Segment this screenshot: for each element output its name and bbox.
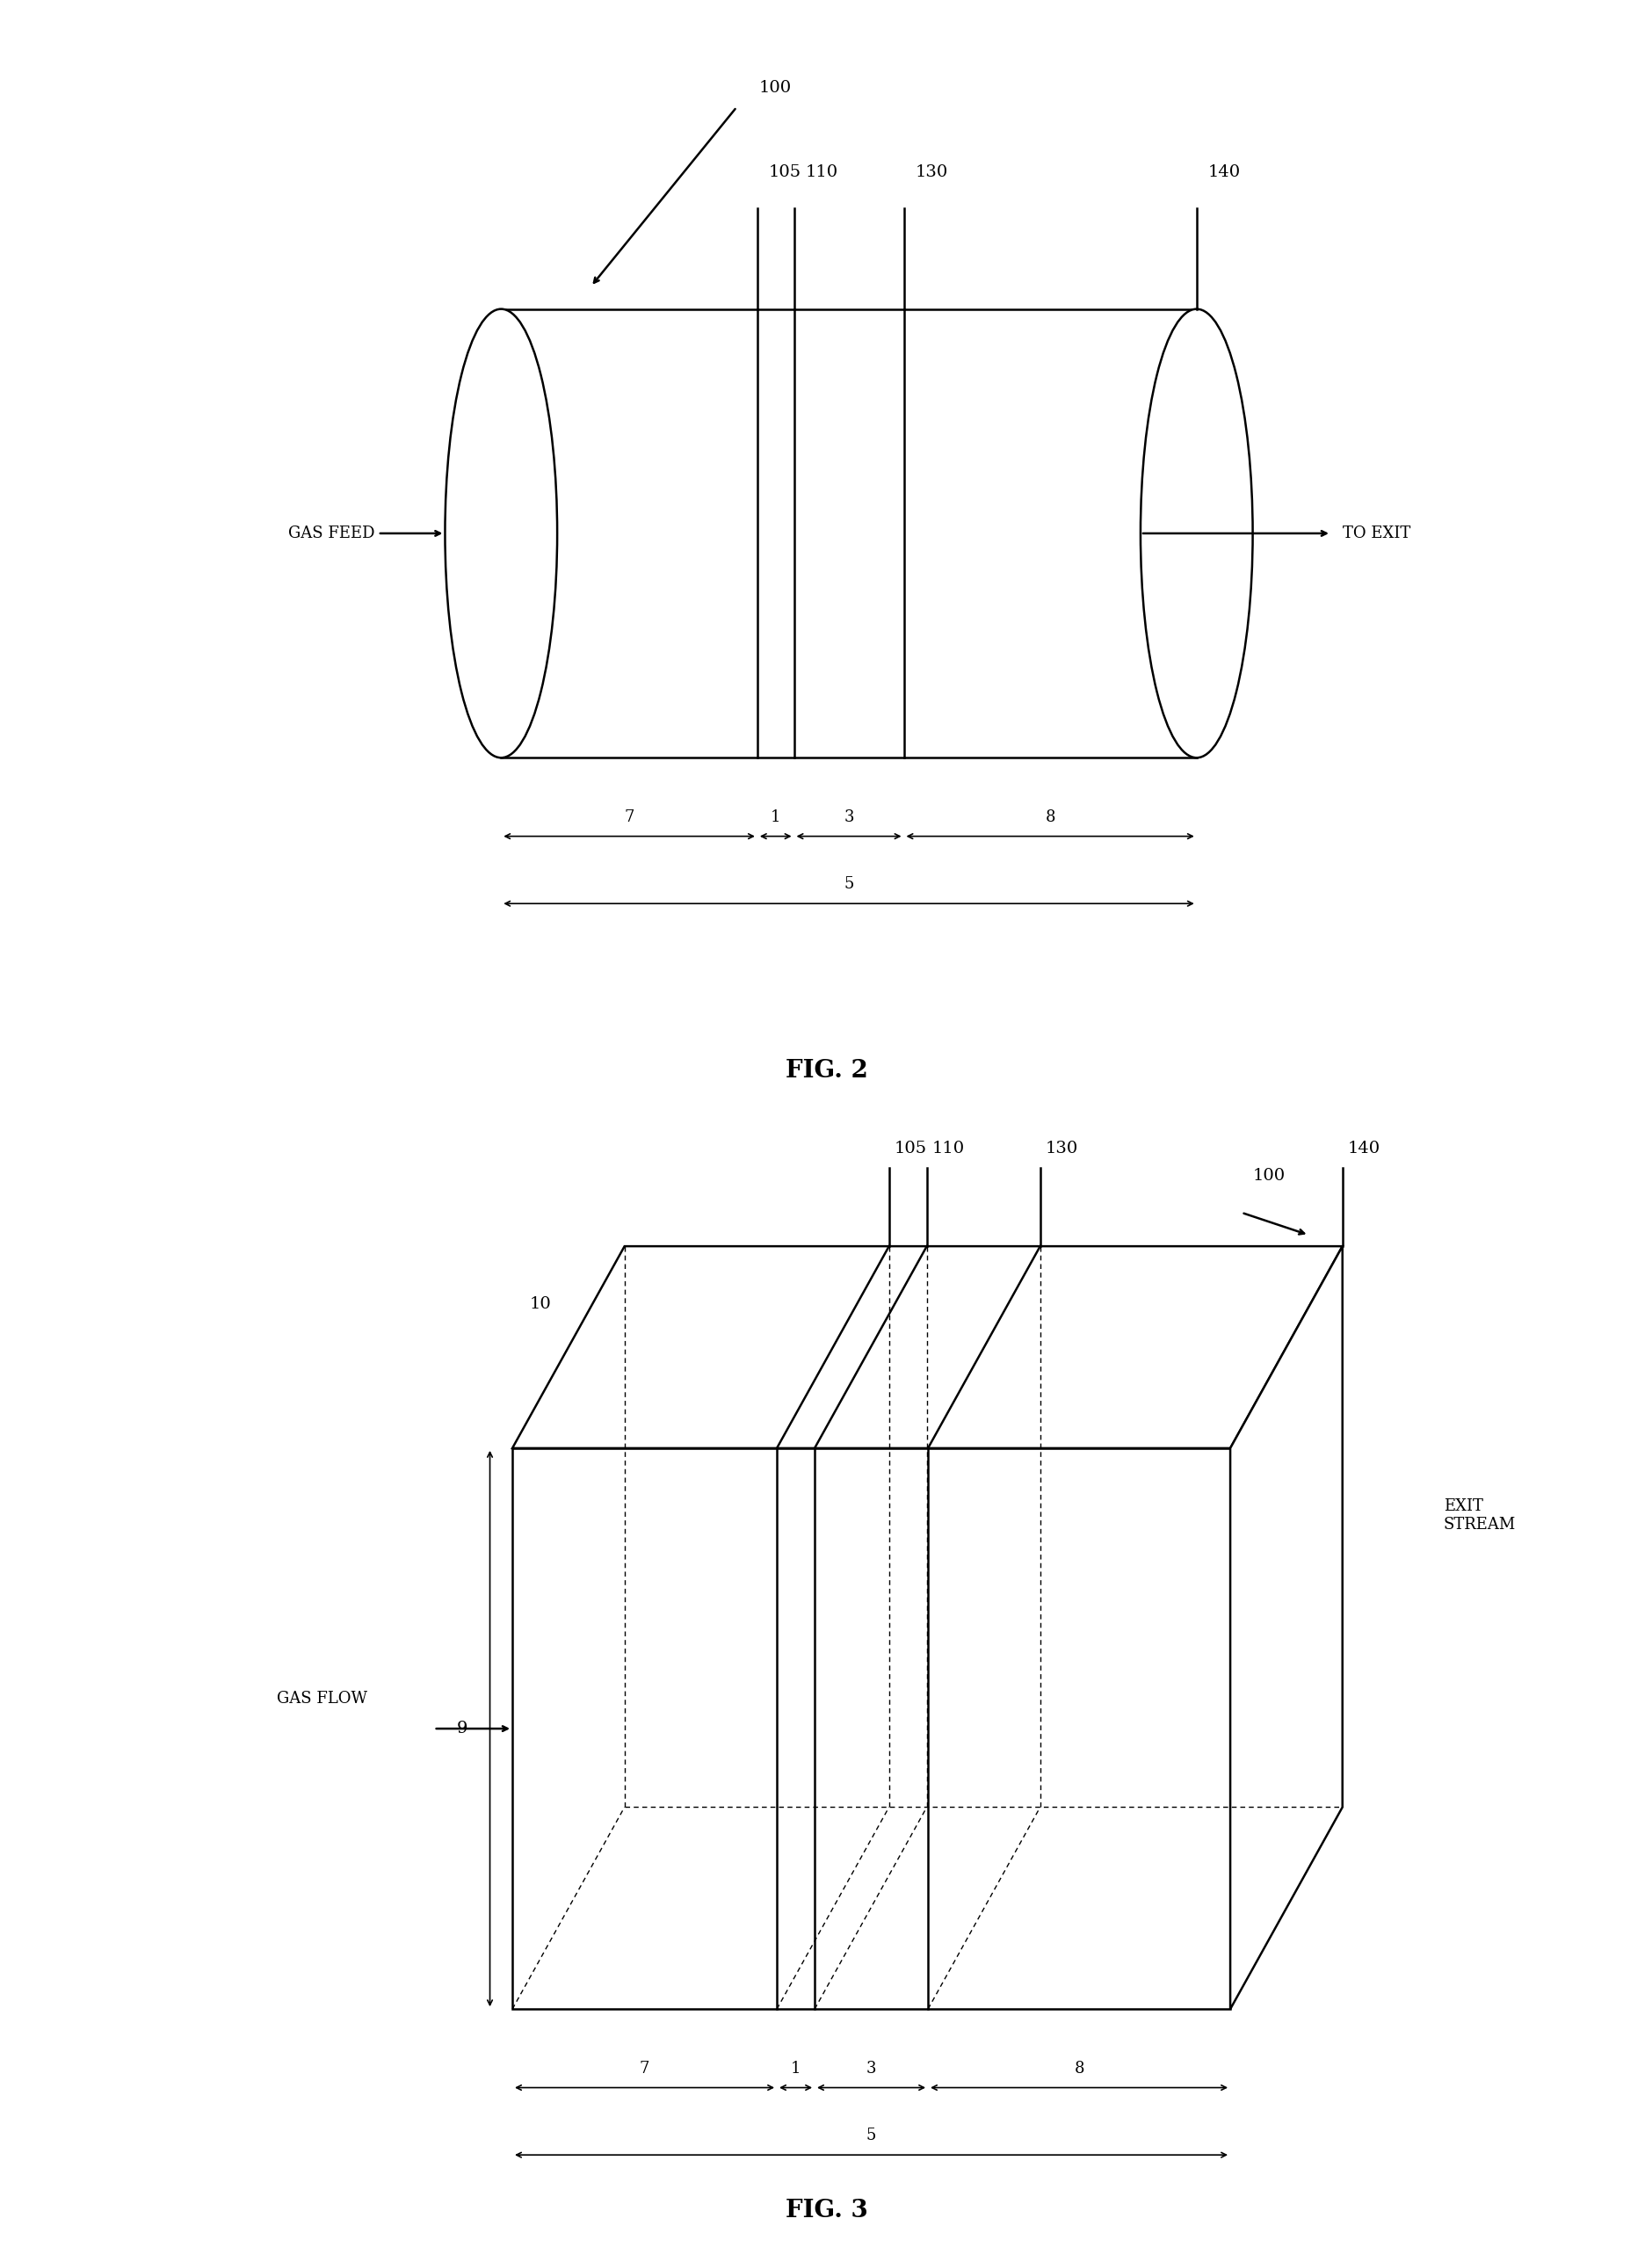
Text: GAS FLOW: GAS FLOW: [276, 1690, 367, 1706]
Text: 130: 130: [915, 165, 947, 181]
Text: 110: 110: [932, 1140, 965, 1156]
Bar: [501, 310, 1196, 758]
Text: 105: 105: [768, 165, 801, 181]
Ellipse shape: [1140, 310, 1252, 758]
Text: 8: 8: [1044, 810, 1054, 826]
Text: GAS FEED: GAS FEED: [287, 525, 375, 541]
Text: 100: 100: [1252, 1167, 1285, 1183]
Text: FIG. 3: FIG. 3: [785, 2199, 867, 2221]
Text: TO EXIT: TO EXIT: [1341, 525, 1409, 541]
Text: EXIT
STREAM: EXIT STREAM: [1442, 1497, 1515, 1534]
Bar: [512, 1448, 1229, 2009]
Polygon shape: [1229, 1246, 1341, 2009]
Text: 7: 7: [624, 810, 634, 826]
Text: 10: 10: [529, 1296, 552, 1312]
Text: 110: 110: [805, 165, 838, 181]
Polygon shape: [512, 1246, 1341, 1448]
Text: 8: 8: [1074, 2061, 1084, 2077]
Text: 3: 3: [844, 810, 854, 826]
Text: 5: 5: [866, 2129, 876, 2144]
Text: 5: 5: [844, 878, 854, 893]
Ellipse shape: [444, 310, 557, 758]
Text: 3: 3: [866, 2061, 876, 2077]
Text: 130: 130: [1046, 1140, 1079, 1156]
Text: 140: 140: [1348, 1140, 1379, 1156]
Text: FIG. 2: FIG. 2: [785, 1059, 867, 1083]
Text: 140: 140: [1208, 165, 1239, 181]
Text: 1: 1: [790, 2061, 800, 2077]
Text: 100: 100: [758, 79, 791, 95]
Text: 7: 7: [639, 2061, 649, 2077]
Text: 1: 1: [770, 810, 780, 826]
Text: 105: 105: [894, 1140, 927, 1156]
Text: 9: 9: [456, 1721, 468, 1737]
